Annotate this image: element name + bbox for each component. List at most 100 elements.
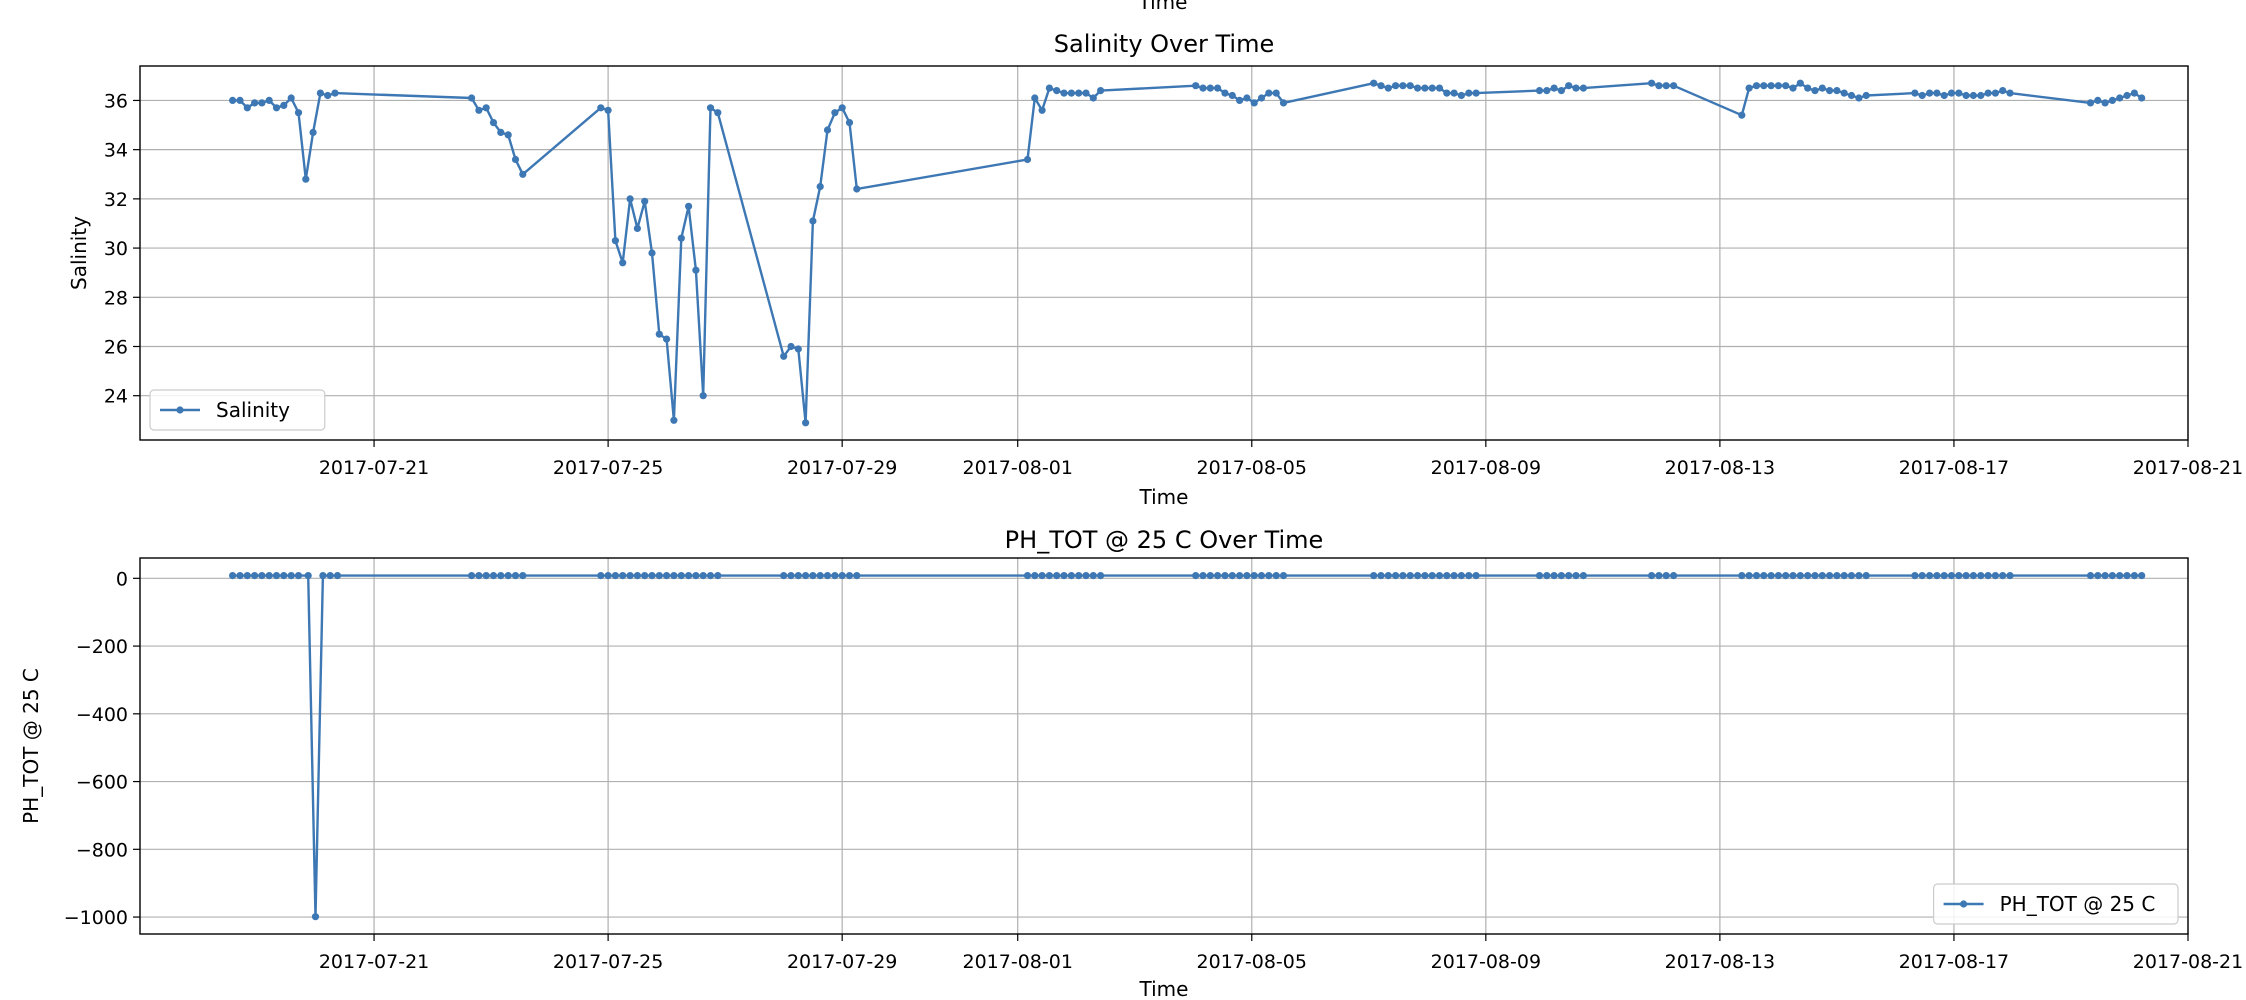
data-point bbox=[1655, 82, 1663, 90]
data-point bbox=[489, 572, 498, 580]
data-point bbox=[663, 572, 671, 580]
data-point bbox=[648, 572, 656, 580]
data-point bbox=[2138, 94, 2146, 102]
data-point bbox=[311, 913, 320, 921]
ph-chart: 2017-07-21 2017-07-25 2017-07-29 2017-08-01… bbox=[19, 526, 2243, 1000]
data-point bbox=[1272, 572, 1280, 580]
data-point bbox=[236, 96, 244, 104]
data-point bbox=[1206, 572, 1214, 580]
data-point bbox=[468, 94, 476, 102]
data-point bbox=[1236, 96, 1244, 104]
data-point bbox=[1406, 572, 1414, 580]
legend-box bbox=[1932, 883, 2179, 925]
data-point bbox=[1067, 89, 1075, 97]
data-point bbox=[685, 202, 693, 210]
data-point bbox=[611, 572, 620, 580]
data-point bbox=[324, 91, 332, 100]
data-point bbox=[1782, 82, 1790, 90]
data-point bbox=[272, 104, 281, 112]
data-point bbox=[1918, 91, 1926, 100]
data-point bbox=[326, 572, 334, 580]
data-point bbox=[1579, 572, 1587, 580]
data-point bbox=[1377, 82, 1385, 90]
data-point bbox=[641, 572, 649, 580]
data-point bbox=[1535, 572, 1544, 580]
data-point bbox=[2006, 572, 2014, 580]
data-point bbox=[229, 96, 237, 104]
data-point bbox=[641, 197, 649, 205]
data-point bbox=[1257, 572, 1266, 580]
data-point bbox=[265, 96, 273, 104]
data-point bbox=[1428, 84, 1436, 92]
data-point bbox=[780, 352, 788, 360]
data-point bbox=[1818, 572, 1826, 580]
data-point bbox=[1384, 572, 1392, 580]
data-point bbox=[831, 572, 839, 580]
data-point bbox=[1752, 82, 1761, 90]
data-point bbox=[2108, 96, 2116, 104]
data-point bbox=[1428, 572, 1436, 580]
data-point bbox=[1031, 572, 1039, 580]
data-point bbox=[1847, 91, 1856, 100]
data-point bbox=[1738, 111, 1746, 119]
data-point bbox=[1811, 87, 1819, 95]
data-point bbox=[1421, 84, 1429, 92]
data-point bbox=[619, 572, 627, 580]
plot-area bbox=[140, 558, 2188, 934]
data-point bbox=[670, 416, 678, 424]
data-point bbox=[1457, 91, 1465, 100]
data-point bbox=[1265, 572, 1273, 580]
data-point bbox=[1192, 82, 1200, 90]
data-point bbox=[1940, 91, 1948, 100]
data-point bbox=[294, 109, 303, 117]
data-point bbox=[1855, 94, 1863, 102]
data-point bbox=[1557, 87, 1565, 95]
data-point bbox=[1984, 572, 1992, 580]
data-point bbox=[1038, 106, 1046, 114]
x-tick-label: 2017-08-05 bbox=[1197, 457, 1307, 479]
data-point bbox=[1097, 572, 1105, 580]
data-point bbox=[794, 572, 802, 580]
data-point bbox=[685, 572, 693, 580]
data-point bbox=[287, 94, 295, 102]
x-axis-label: Time bbox=[1139, 485, 1189, 509]
data-point bbox=[1911, 89, 1919, 97]
data-point bbox=[802, 572, 810, 580]
x-tick-label: 2017-07-25 bbox=[553, 457, 663, 479]
data-point bbox=[1089, 94, 1097, 102]
data-point bbox=[489, 119, 498, 127]
data-point bbox=[1969, 91, 1977, 100]
data-point bbox=[1947, 89, 1956, 97]
data-point bbox=[519, 572, 527, 580]
data-point bbox=[1192, 572, 1200, 580]
data-point bbox=[304, 572, 312, 580]
data-point bbox=[504, 131, 512, 139]
data-point bbox=[2101, 99, 2109, 107]
data-point bbox=[845, 119, 854, 127]
y-tick-label: 34 bbox=[104, 140, 128, 162]
data-point bbox=[2123, 572, 2131, 580]
data-point bbox=[2116, 572, 2124, 580]
data-point bbox=[1662, 82, 1670, 90]
data-point bbox=[504, 572, 512, 580]
data-point bbox=[280, 101, 288, 109]
data-point bbox=[1738, 572, 1746, 580]
data-point bbox=[2108, 572, 2116, 580]
data-point bbox=[287, 572, 295, 580]
data-point bbox=[1465, 572, 1473, 580]
data-point bbox=[1214, 572, 1222, 580]
data-point bbox=[677, 572, 685, 580]
data-point bbox=[692, 572, 700, 580]
data-point bbox=[1053, 87, 1061, 95]
data-point bbox=[1655, 572, 1663, 580]
data-point bbox=[1847, 572, 1856, 580]
data-point bbox=[1969, 572, 1977, 580]
data-point bbox=[794, 345, 802, 353]
data-point bbox=[714, 572, 722, 580]
data-point bbox=[1435, 572, 1444, 580]
data-point bbox=[1572, 84, 1580, 92]
data-point bbox=[309, 128, 317, 136]
data-point bbox=[1075, 89, 1083, 97]
data-point bbox=[1760, 82, 1768, 90]
data-point bbox=[1082, 572, 1090, 580]
